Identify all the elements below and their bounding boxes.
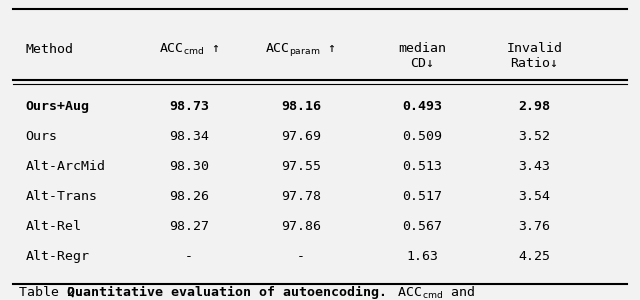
Text: Alt-ArcMid: Alt-ArcMid <box>26 160 106 173</box>
Text: -: - <box>297 250 305 263</box>
Text: 98.26: 98.26 <box>169 190 209 203</box>
Text: Alt-Regr: Alt-Regr <box>26 250 90 263</box>
Text: ACC$_{\mathrm{cmd}}$ and: ACC$_{\mathrm{cmd}}$ and <box>390 284 476 300</box>
Text: 3.54: 3.54 <box>518 190 550 203</box>
Text: 97.69: 97.69 <box>281 130 321 143</box>
Text: Alt-Trans: Alt-Trans <box>26 190 97 203</box>
Text: Ours+Aug: Ours+Aug <box>26 100 90 113</box>
Text: 98.27: 98.27 <box>169 220 209 233</box>
Text: 4.25: 4.25 <box>518 250 550 263</box>
Text: Ours: Ours <box>26 130 58 143</box>
Text: 97.86: 97.86 <box>281 220 321 233</box>
Text: 98.30: 98.30 <box>169 160 209 173</box>
Text: ACC$_{\mathrm{param}}$ ↑: ACC$_{\mathrm{param}}$ ↑ <box>266 41 336 58</box>
Text: Alt-Rel: Alt-Rel <box>26 220 82 233</box>
Text: Quantitative evaluation of autoencoding.: Quantitative evaluation of autoencoding. <box>67 286 387 299</box>
Text: 3.43: 3.43 <box>518 160 550 173</box>
Text: median
CD↓: median CD↓ <box>398 41 447 70</box>
Text: -: - <box>185 250 193 263</box>
Text: Table 2.: Table 2. <box>19 286 92 299</box>
Text: Invalid
Ratio↓: Invalid Ratio↓ <box>506 41 563 70</box>
Text: ACC$_{\mathrm{cmd}}$ ↑: ACC$_{\mathrm{cmd}}$ ↑ <box>159 42 219 57</box>
Text: Method: Method <box>26 43 74 56</box>
Text: 98.16: 98.16 <box>281 100 321 113</box>
Text: 1.63: 1.63 <box>406 250 438 263</box>
Text: 0.567: 0.567 <box>403 220 442 233</box>
Text: 0.493: 0.493 <box>403 100 442 113</box>
Text: 98.73: 98.73 <box>169 100 209 113</box>
Text: 97.55: 97.55 <box>281 160 321 173</box>
Text: 97.78: 97.78 <box>281 190 321 203</box>
Text: 3.76: 3.76 <box>518 220 550 233</box>
Text: 0.513: 0.513 <box>403 160 442 173</box>
Text: 3.52: 3.52 <box>518 130 550 143</box>
Text: 0.517: 0.517 <box>403 190 442 203</box>
Text: 2.98: 2.98 <box>518 100 550 113</box>
Text: 98.34: 98.34 <box>169 130 209 143</box>
Text: 0.509: 0.509 <box>403 130 442 143</box>
